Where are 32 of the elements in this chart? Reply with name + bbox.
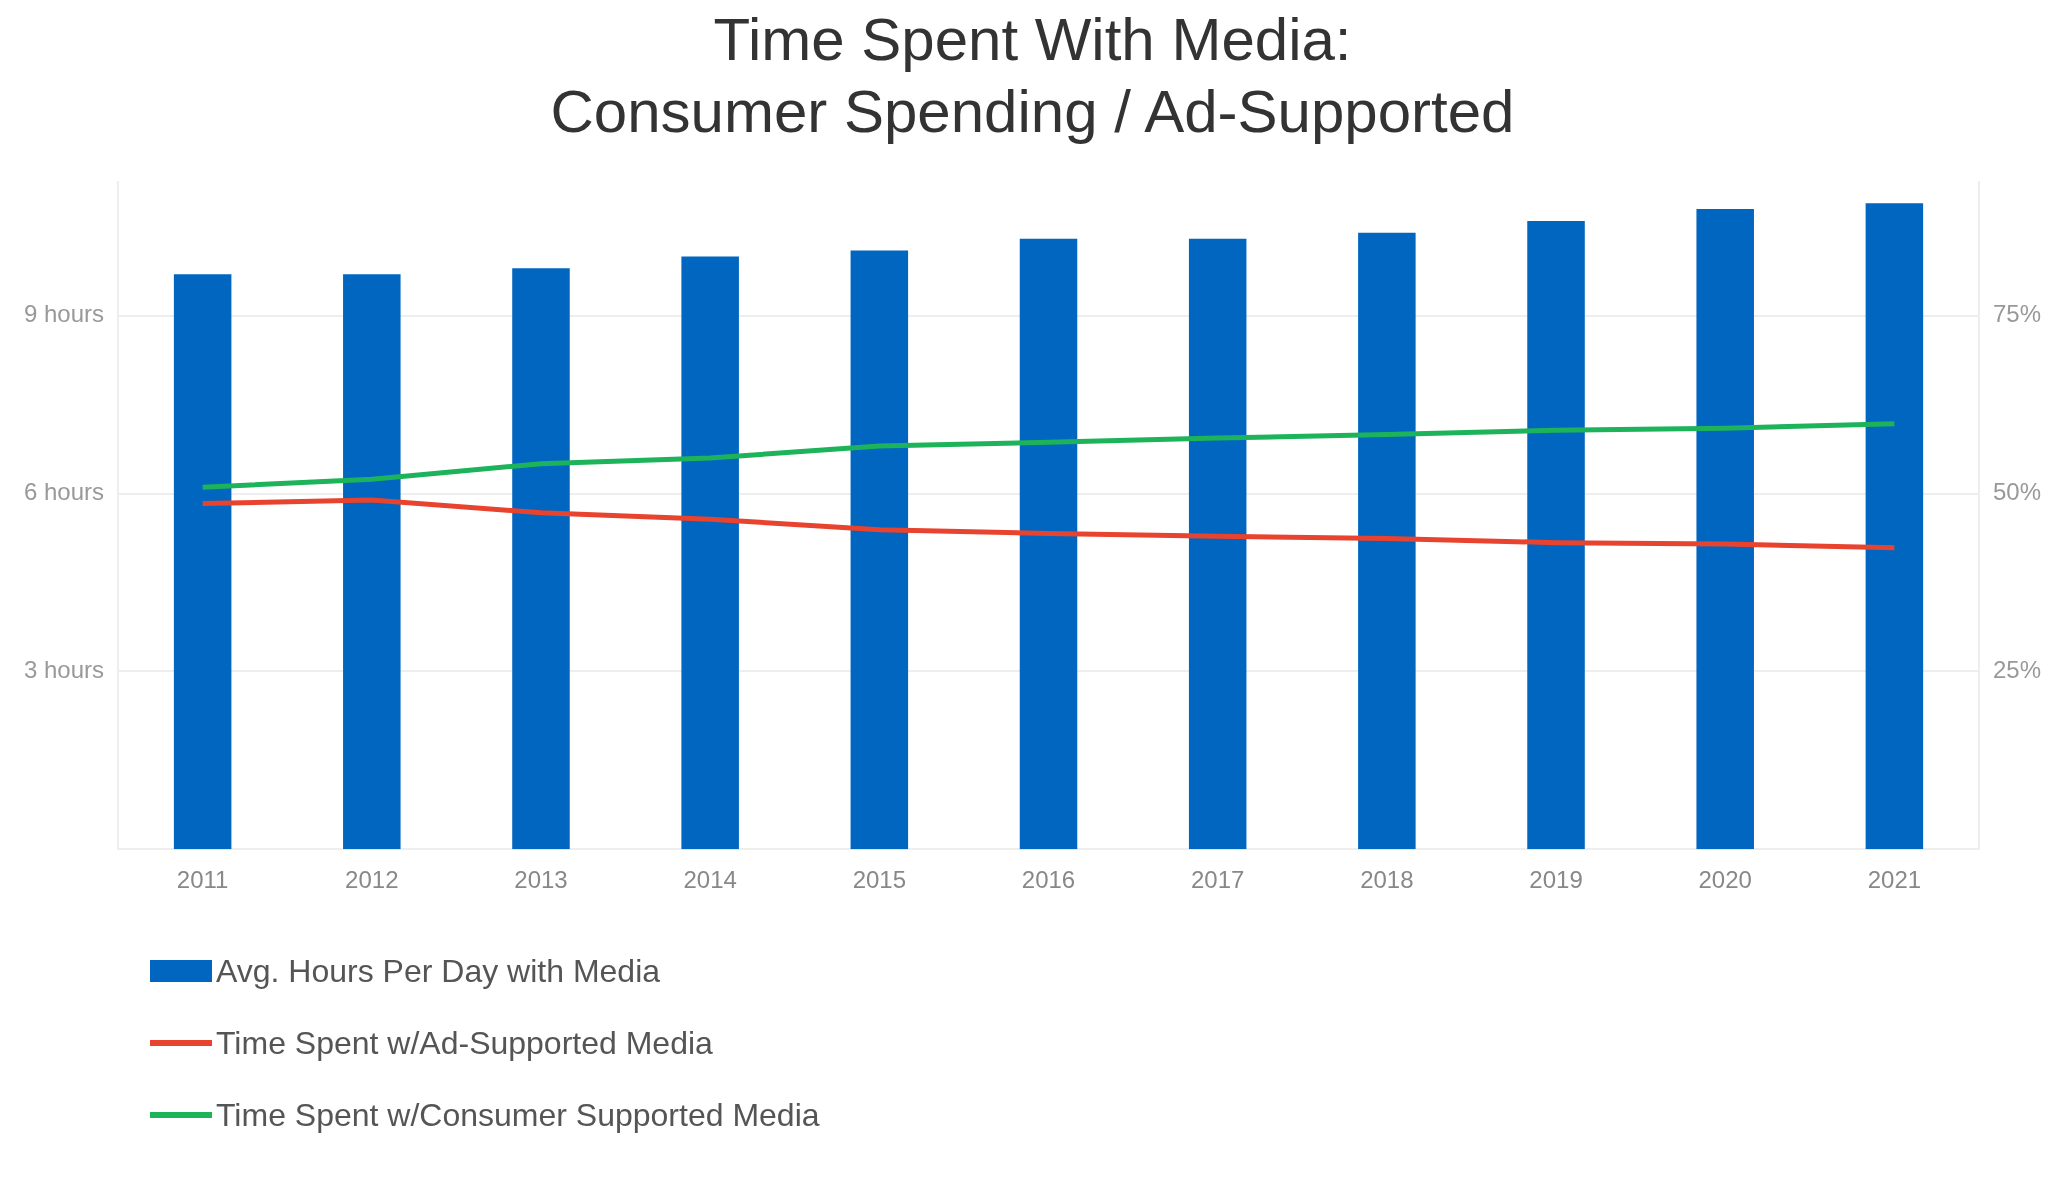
legend-label: Avg. Hours Per Day with Media: [216, 952, 661, 990]
x-tick-label: 2021: [1867, 866, 1922, 894]
x-tick-label: 2020: [1698, 866, 1752, 894]
x-tick-label: 2019: [1529, 866, 1583, 894]
y-tick-label: 6 hours: [23, 478, 105, 506]
bar: [1019, 238, 1078, 850]
chart-title: Time Spent With Media: Consumer Spending / Ad-Supported: [549, 5, 1516, 147]
bar: [173, 274, 232, 850]
x-tick-label: 2012: [345, 866, 399, 894]
x-tick-label: 2017: [1190, 866, 1245, 894]
x-tick-label: 2018: [1360, 866, 1414, 894]
bar: [1527, 220, 1585, 850]
y2-tick-label: 50%: [1992, 478, 2042, 506]
x-tick-label: 2011: [176, 866, 229, 894]
y2-tick-label: 25%: [1992, 656, 2042, 684]
y-tick-label: 3 hours: [23, 656, 105, 684]
y2-tick-label: 75%: [1992, 300, 2042, 328]
x-tick-label: 2016: [1021, 866, 1076, 894]
bar: [1696, 209, 1754, 850]
bar: [1188, 238, 1247, 850]
y-tick-label: 9 hours: [23, 300, 105, 328]
x-tick-label: 2013: [514, 866, 568, 894]
legend-label: Time Spent w/Ad-Supported Media: [216, 1024, 713, 1062]
bar: [512, 268, 570, 850]
bar: [850, 250, 909, 850]
x-tick-label: 2015: [852, 866, 907, 894]
bar: [1865, 203, 1924, 850]
legend-label: Time Spent w/Consumer Supported Media: [216, 1096, 820, 1134]
x-tick-label: 2014: [683, 866, 737, 894]
bar: [681, 256, 739, 850]
bar: [343, 274, 401, 850]
bar: [1358, 232, 1416, 850]
